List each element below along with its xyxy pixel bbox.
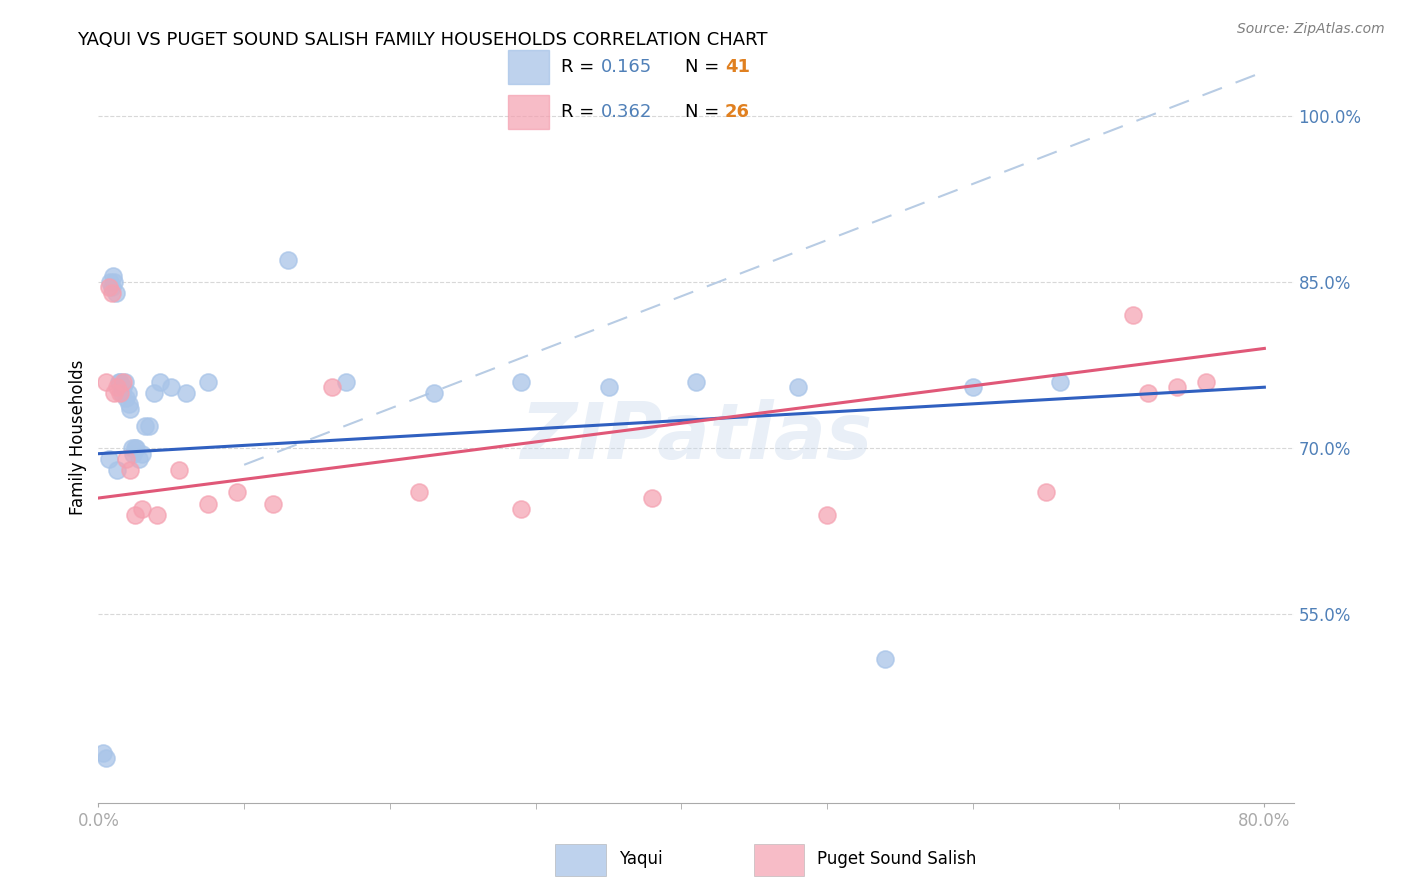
Point: [103, 275, 125, 289]
Text: R =: R =: [561, 103, 595, 121]
Point: [120, 463, 142, 477]
Point: [197, 497, 219, 511]
Point: [510, 375, 533, 389]
Point: [110, 385, 132, 400]
Point: [1122, 308, 1144, 322]
Text: Source: ZipAtlas.com: Source: ZipAtlas.com: [1237, 22, 1385, 37]
Point: [100, 280, 122, 294]
Point: [131, 447, 153, 461]
Point: [149, 375, 172, 389]
Text: Yaqui: Yaqui: [619, 849, 662, 868]
Point: [145, 508, 167, 522]
Point: [104, 285, 127, 300]
Point: [598, 380, 620, 394]
FancyBboxPatch shape: [754, 844, 804, 876]
Point: [875, 651, 897, 665]
Y-axis label: Family Households: Family Households: [69, 359, 87, 515]
Point: [100, 285, 122, 300]
Point: [122, 447, 145, 461]
Text: 0.165: 0.165: [602, 58, 652, 76]
Point: [685, 375, 707, 389]
Point: [124, 441, 146, 455]
Point: [94, 375, 117, 389]
Point: [120, 402, 142, 417]
Text: N =: N =: [685, 103, 718, 121]
Text: ZIPatlas: ZIPatlas: [520, 399, 872, 475]
Text: N =: N =: [685, 58, 718, 76]
Point: [121, 441, 143, 455]
Point: [118, 397, 141, 411]
Point: [167, 463, 190, 477]
Point: [115, 392, 138, 406]
Point: [114, 375, 136, 389]
Point: [815, 508, 838, 522]
Point: [112, 375, 135, 389]
Point: [1049, 375, 1071, 389]
Text: YAQUI VS PUGET SOUND SALISH FAMILY HOUSEHOLDS CORRELATION CHART: YAQUI VS PUGET SOUND SALISH FAMILY HOUSE…: [77, 31, 768, 49]
Point: [94, 751, 117, 765]
FancyBboxPatch shape: [509, 95, 548, 129]
Point: [117, 385, 139, 400]
Point: [98, 275, 121, 289]
Point: [97, 452, 120, 467]
Point: [641, 491, 664, 505]
Point: [125, 441, 148, 455]
Text: Puget Sound Salish: Puget Sound Salish: [817, 849, 976, 868]
Point: [128, 452, 150, 467]
Point: [408, 485, 430, 500]
FancyBboxPatch shape: [555, 844, 606, 876]
Point: [110, 375, 132, 389]
Point: [103, 385, 125, 400]
Point: [1166, 380, 1188, 394]
Point: [1195, 375, 1218, 389]
Point: [197, 375, 219, 389]
Point: [142, 385, 165, 400]
Point: [277, 252, 299, 267]
Point: [111, 385, 134, 400]
Point: [105, 380, 128, 394]
Point: [160, 380, 183, 394]
Point: [108, 375, 131, 389]
Point: [510, 502, 533, 516]
Point: [91, 746, 114, 760]
Point: [422, 385, 444, 400]
Point: [97, 280, 120, 294]
Text: 0.362: 0.362: [602, 103, 652, 121]
Point: [1136, 385, 1159, 400]
Point: [1035, 485, 1057, 500]
Text: 41: 41: [725, 58, 749, 76]
FancyBboxPatch shape: [509, 50, 548, 84]
Text: R =: R =: [561, 58, 595, 76]
Point: [124, 508, 146, 522]
Point: [112, 380, 135, 394]
Text: 26: 26: [725, 103, 749, 121]
Point: [105, 463, 128, 477]
Point: [962, 380, 984, 394]
Point: [321, 380, 343, 394]
Point: [787, 380, 810, 394]
Point: [101, 269, 124, 284]
Point: [262, 497, 284, 511]
Point: [174, 385, 197, 400]
Point: [335, 375, 357, 389]
Point: [225, 485, 247, 500]
Point: [134, 419, 156, 434]
Point: [131, 502, 153, 516]
Point: [115, 452, 138, 467]
Point: [138, 419, 160, 434]
